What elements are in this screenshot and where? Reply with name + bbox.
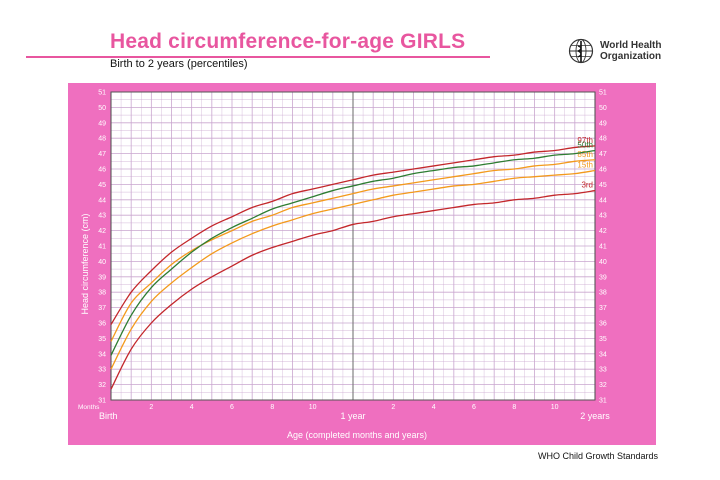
y-tick-label-right: 38 [599, 290, 607, 297]
x-tick-label: 10 [309, 404, 317, 411]
y-tick-label-left: 37 [98, 305, 106, 312]
who-name-line1: World Health [600, 40, 662, 51]
page-title: Head circumference-for-age GIRLS [110, 30, 466, 53]
y-tick-label-left: 39 [98, 274, 106, 281]
y-tick-label-left: 44 [98, 197, 106, 204]
y-tick-label-left: 31 [98, 398, 106, 405]
footer-text: WHO Child Growth Standards [537, 451, 658, 461]
y-tick-label-left: 51 [98, 90, 106, 97]
who-logo: World Health Organization [568, 38, 678, 66]
title-underline [26, 56, 490, 58]
y-tick-label-right: 33 [599, 367, 607, 374]
y-tick-label-left: 47 [98, 151, 106, 158]
page-subtitle: Birth to 2 years (percentiles) [110, 58, 248, 70]
x-tick-label: 4 [190, 404, 194, 411]
y-tick-label-left: 40 [98, 259, 106, 266]
y-tick-label-right: 37 [599, 305, 607, 312]
who-name: World Health Organization [600, 40, 680, 62]
x-tick-label: 6 [230, 404, 234, 411]
y-tick-label-right: 47 [599, 151, 607, 158]
y-tick-label-right: 39 [599, 274, 607, 281]
x-tick-label: 2 [149, 404, 153, 411]
x-tick-label: 8 [512, 404, 516, 411]
chart-grid [110, 91, 596, 401]
y-tick-label-right: 44 [599, 197, 607, 204]
series-label-85th: 85th [577, 150, 593, 159]
y-tick-label-left: 46 [98, 167, 106, 174]
x-axis-label: Age (completed months and years) [287, 430, 427, 440]
y-tick-label-right: 48 [599, 136, 607, 143]
y-tick-label-left: 49 [98, 120, 106, 127]
y-tick-label-right: 36 [599, 321, 607, 328]
y-tick-label-right: 45 [599, 182, 607, 189]
y-tick-label-right: 32 [599, 382, 607, 389]
x-major-label: Birth [99, 411, 118, 421]
x-tick-label: 6 [472, 404, 476, 411]
y-tick-label-right: 49 [599, 120, 607, 127]
y-tick-label-right: 41 [599, 244, 607, 251]
series-line-50th [110, 149, 596, 356]
series-label-50th: 50th [577, 141, 593, 150]
series-line-97th [110, 145, 596, 325]
y-tick-label-left: 41 [98, 244, 106, 251]
y-tick-label-right: 51 [599, 90, 607, 97]
y-axis-label: Head circumference (cm) [80, 213, 90, 314]
y-tick-label-left: 48 [98, 136, 106, 143]
series-label-3rd: 3rd [581, 181, 593, 190]
y-tick-label-right: 50 [599, 105, 607, 112]
plot-border [110, 91, 596, 401]
x-months-label: Months [78, 404, 100, 411]
y-tick-label-left: 38 [98, 290, 106, 297]
y-tick-label-right: 34 [599, 351, 607, 358]
y-tick-label-left: 33 [98, 367, 106, 374]
y-tick-label-left: 32 [98, 382, 106, 389]
y-tick-label-left: 42 [98, 228, 106, 235]
y-tick-label-right: 43 [599, 213, 607, 220]
y-tick-label-left: 50 [98, 105, 106, 112]
who-name-line2: Organization [600, 51, 662, 62]
series-label-97th: 97th [577, 136, 593, 145]
x-major-label: 2 years [580, 411, 610, 421]
x-tick-label: 8 [270, 404, 274, 411]
series-line-85th [110, 159, 596, 342]
y-tick-label-right: 31 [599, 398, 607, 405]
chart-labels: 31 31 32 32 33 33 34 34 35 35 36 36 37 37 38 38 39 39 40 40… [78, 90, 610, 422]
x-tick-label: 2 [391, 404, 395, 411]
series-line-15th [110, 169, 596, 370]
x-major-label: 1 year [340, 411, 365, 421]
y-tick-label-left: 43 [98, 213, 106, 220]
y-tick-label-right: 46 [599, 167, 607, 174]
y-tick-label-right: 42 [599, 228, 607, 235]
y-tick-label-left: 45 [98, 182, 106, 189]
y-tick-label-left: 34 [98, 351, 106, 358]
x-tick-label: 10 [551, 404, 559, 411]
who-emblem-icon [568, 38, 594, 64]
series-line-3rd [110, 189, 596, 390]
y-tick-label-right: 35 [599, 336, 607, 343]
y-tick-label-left: 35 [98, 336, 106, 343]
y-tick-label-right: 40 [599, 259, 607, 266]
y-tick-label-left: 36 [98, 321, 106, 328]
x-tick-label: 4 [432, 404, 436, 411]
series-label-15th: 15th [577, 161, 593, 170]
